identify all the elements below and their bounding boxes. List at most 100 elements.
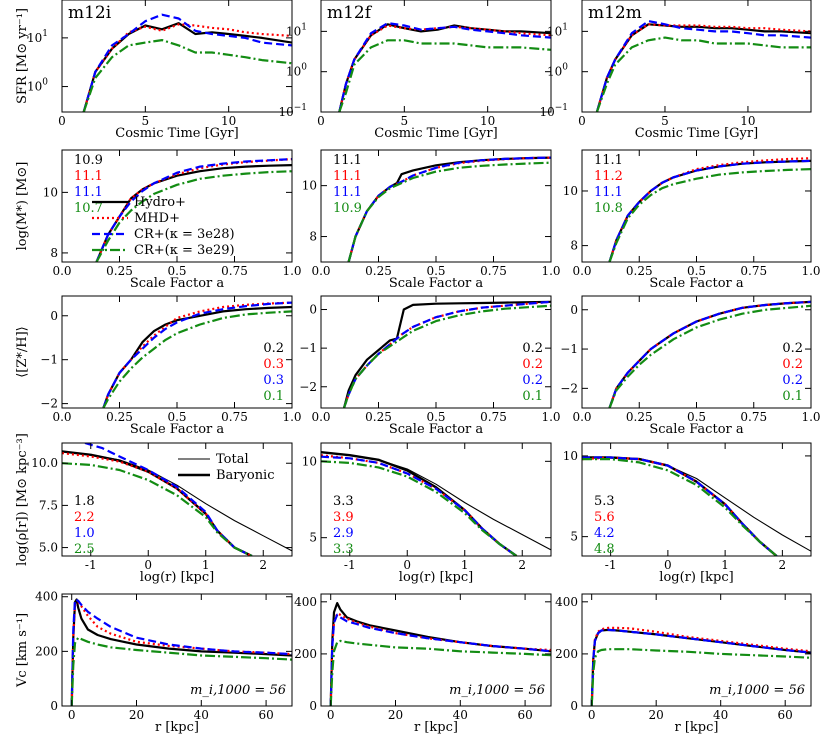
x-tick-label: 5 [401,114,409,128]
series-line-cr-3e29- [608,304,811,408]
x-tick-label: 1.0 [282,410,301,424]
x-tick-label: 2 [518,558,526,572]
value-label: 0.2 [782,357,803,372]
value-label: 11.1 [594,153,623,168]
series-line-cr-3e28- [347,156,551,262]
legend-entry: Total [216,452,249,467]
series-group [608,300,811,408]
y-tick-label: 5.0 [39,541,58,555]
x-tick-label: 0.5 [167,264,186,278]
value-label: 0.2 [782,373,803,388]
axes-frame [61,0,293,113]
x-tick-label: 2 [259,558,267,572]
x-tick-label: 0.75 [221,410,248,424]
series-line-cr-3e28- [102,301,292,408]
y-tick-label: 10−1 [539,103,568,119]
value-label: 1.8 [74,494,95,509]
x-tick-label: 0.5 [167,410,186,424]
value-label: 10.9 [74,153,103,168]
series-group [82,13,292,112]
x-tick-label: 0.75 [480,264,507,278]
panel-sfr-m12m: 0 5 10 10−1 100 101 Cosmic Time [Gyr] m12m [539,0,812,141]
x-tick-label: 1.0 [801,264,820,278]
resolution-label: m_i,1000 = 56 [190,683,286,698]
x-tick-label: 60 [517,708,532,722]
series-line-cr-3e28- [70,598,292,706]
y-tick-label: 0 [570,699,578,713]
series-line-mhd- [347,156,551,262]
y-tick-label: 200 [35,644,58,658]
y-tick-label: 10 [302,454,317,468]
axes-frame [320,0,552,113]
x-axis-label: r [kpc] [414,720,458,735]
x-tick-label: 0 [588,708,596,722]
series-line-cr-3e29- [329,639,551,706]
x-tick-label: 0 [68,708,76,722]
axes-frame [320,442,552,557]
value-label: 0.1 [263,389,284,404]
series-group [338,22,551,112]
series-line-hydro-total [321,451,551,551]
series-line-cr-3e29- [608,168,811,262]
x-tick-label: 0 [144,558,152,572]
series-line-hydro- [338,23,551,112]
x-tick-label: 60 [258,708,273,722]
value-label: 11.1 [74,169,103,184]
value-label: 0.2 [263,341,284,356]
x-tick-label: 1 [461,558,469,572]
series-group [70,598,292,706]
series-line-mhd- [82,23,292,112]
series-group [102,301,292,408]
y-tick-label: 200 [555,647,578,661]
y-tick-label: 101 [27,29,48,45]
value-label: 3.3 [333,494,354,509]
y-tick-label: 0 [309,699,317,713]
axes-frame [61,593,293,707]
legend-mass: Hydro+MHD+CR+(κ = 3e28)CR+(κ = 3e29) [92,195,235,258]
series-line-hydro- [342,300,551,408]
x-tick-label: 0.5 [687,410,706,424]
series-group [95,158,292,262]
series-line-cr-3e29- [595,36,811,112]
axes-frame [320,593,552,707]
series-line-cr-3e28- [590,628,811,706]
panel-sfr-m12i: 0 5 10 100 101 Cosmic Time [Gyr] SFR [M⊙ yr⁻¹]… [15,0,293,141]
x-tick-label: 1 [202,558,210,572]
y-tick-label: 10 [302,179,317,193]
series-line-hydro- [347,156,551,262]
value-label: 0.3 [263,373,284,388]
x-axis-label: Scale Factor a [649,422,743,437]
series-line-cr-3e29- [582,458,778,556]
x-tick-label: 0.25 [626,264,653,278]
y-tick-label: 10 [563,449,578,463]
series-line-hydro- [608,159,811,262]
y-axis-label: Vc [km s⁻¹] [15,613,30,688]
value-label: 5.6 [594,510,615,525]
value-label: 4.2 [594,526,615,541]
series-group [582,456,811,556]
series-line-cr-3e29- [347,161,551,262]
y-tick-label: 8 [50,246,58,260]
y-axis-label: SFR [M⊙ yr⁻¹] [15,8,30,104]
panel-density-m12i: -1 0 1 2 5.0 7.5 10.0 log(r) [kpc] log(ρ[r]) [M⊙… [15,433,293,585]
value-label: 0.2 [522,357,543,372]
x-tick-label: 40 [194,708,209,722]
y-tick-label: 8 [570,239,578,253]
series-line-cr-3e29- [70,636,292,706]
panel-density-m12m: -1 0 1 2 5 10 log(r) [kpc] 5.35.64.24.8 [563,442,812,585]
x-tick-label: -1 [605,558,617,572]
x-tick-label: 1.0 [541,410,560,424]
value-label: 0.3 [263,357,284,372]
series-line-mhd- [590,626,811,706]
x-tick-label: 0.5 [687,264,706,278]
y-tick-label: 10.0 [31,456,58,470]
y-tick-label: −2 [560,381,578,395]
panel-vc-m12i: 0 20 40 60 0 200 400 r [kpc] Vc [km s⁻¹] m_i,1000… [15,590,293,735]
value-label: 4.8 [594,542,615,557]
y-tick-label: 101 [286,22,307,38]
x-tick-label: 40 [713,708,728,722]
x-axis-label: Cosmic Time [Gyr] [635,126,758,141]
